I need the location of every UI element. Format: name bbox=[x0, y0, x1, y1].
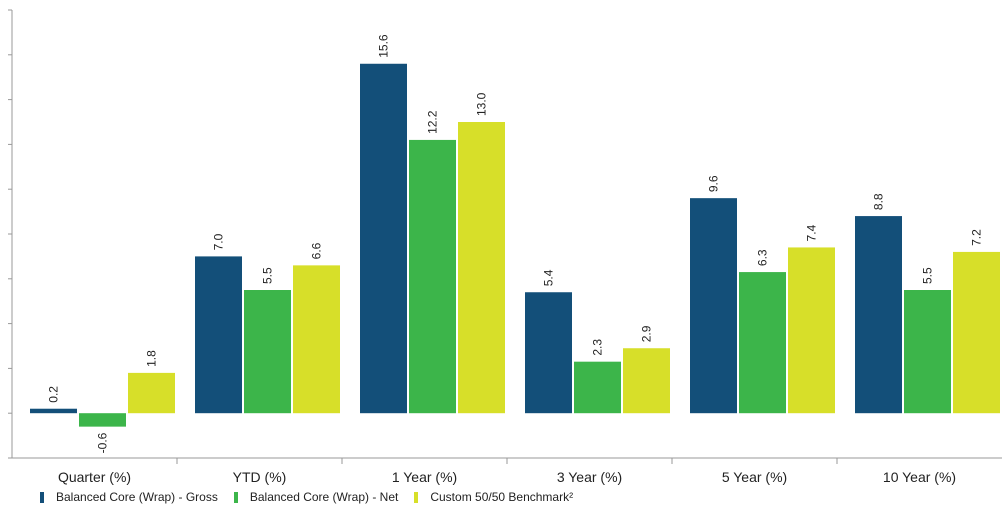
bar bbox=[953, 251, 1000, 414]
bar bbox=[690, 198, 737, 414]
bar bbox=[788, 247, 835, 414]
bar bbox=[574, 361, 621, 414]
data-label: 8.8 bbox=[872, 193, 886, 210]
category-label: Quarter (%) bbox=[58, 469, 131, 485]
data-label: 2.3 bbox=[591, 339, 605, 356]
legend-label-benchmark: Custom 50/50 Benchmark² bbox=[430, 490, 574, 504]
bar bbox=[525, 292, 572, 414]
data-label: 5.5 bbox=[261, 267, 275, 284]
bar bbox=[79, 413, 126, 427]
bar bbox=[409, 139, 456, 414]
axis-layer bbox=[8, 9, 1002, 464]
category-label: YTD (%) bbox=[233, 469, 287, 485]
legend-label-net: Balanced Core (Wrap) - Net bbox=[249, 490, 399, 504]
legend-label-gross: Balanced Core (Wrap) - Gross bbox=[56, 490, 218, 504]
data-label: -0.6 bbox=[96, 432, 110, 453]
data-label: 0.2 bbox=[47, 386, 61, 403]
legend-item-gross: Balanced Core (Wrap) - Gross bbox=[40, 490, 218, 504]
bar bbox=[855, 216, 902, 414]
category-label: 10 Year (%) bbox=[883, 469, 956, 485]
data-label: 9.6 bbox=[707, 175, 721, 192]
data-label: 7.0 bbox=[212, 233, 226, 250]
bar bbox=[244, 290, 291, 414]
data-label: 7.4 bbox=[805, 224, 819, 241]
data-label: 6.6 bbox=[310, 242, 324, 259]
data-label: 7.2 bbox=[970, 229, 984, 246]
legend-swatch-net bbox=[233, 491, 238, 503]
bar bbox=[195, 256, 242, 414]
category-label: 1 Year (%) bbox=[392, 469, 457, 485]
bar bbox=[739, 272, 786, 414]
bar bbox=[293, 265, 340, 414]
data-label: 6.3 bbox=[756, 249, 770, 266]
bar bbox=[623, 348, 670, 414]
data-label: 15.6 bbox=[377, 34, 391, 58]
bar-chart: 0.2 -0.6 1.8 7.0 5.5 6.6 15.6 12.2 13.0 5.4 2.3 2.9… bbox=[8, 9, 1002, 485]
data-label: 5.4 bbox=[542, 269, 556, 286]
bar bbox=[30, 408, 77, 414]
legend-item-benchmark: Custom 50/50 Benchmark² bbox=[414, 490, 573, 504]
data-label: 1.8 bbox=[145, 350, 159, 367]
data-label: 13.0 bbox=[475, 92, 489, 116]
category-label-layer: Quarter (%) YTD (%) 1 Year (%) 3 Year (%) 5 … bbox=[58, 469, 956, 485]
legend-item-net: Balanced Core (Wrap) - Net bbox=[233, 490, 399, 504]
legend-swatch-gross bbox=[40, 491, 44, 503]
bar bbox=[360, 63, 407, 414]
data-label: 2.9 bbox=[640, 325, 654, 342]
data-label-layer: 0.2 -0.6 1.8 7.0 5.5 6.6 15.6 12.2 13.0 5.4 2.3 2.9… bbox=[47, 34, 984, 453]
data-label: 5.5 bbox=[921, 267, 935, 284]
legend-swatch-benchmark bbox=[414, 491, 419, 503]
data-label: 12.2 bbox=[426, 110, 440, 134]
legend: Balanced Core (Wrap) - Gross Balanced Co… bbox=[40, 490, 589, 504]
category-label: 5 Year (%) bbox=[722, 469, 787, 485]
bar-layer bbox=[30, 63, 1000, 427]
category-label: 3 Year (%) bbox=[557, 469, 622, 485]
bar bbox=[128, 372, 175, 414]
bar bbox=[904, 290, 951, 414]
bar bbox=[458, 122, 505, 414]
